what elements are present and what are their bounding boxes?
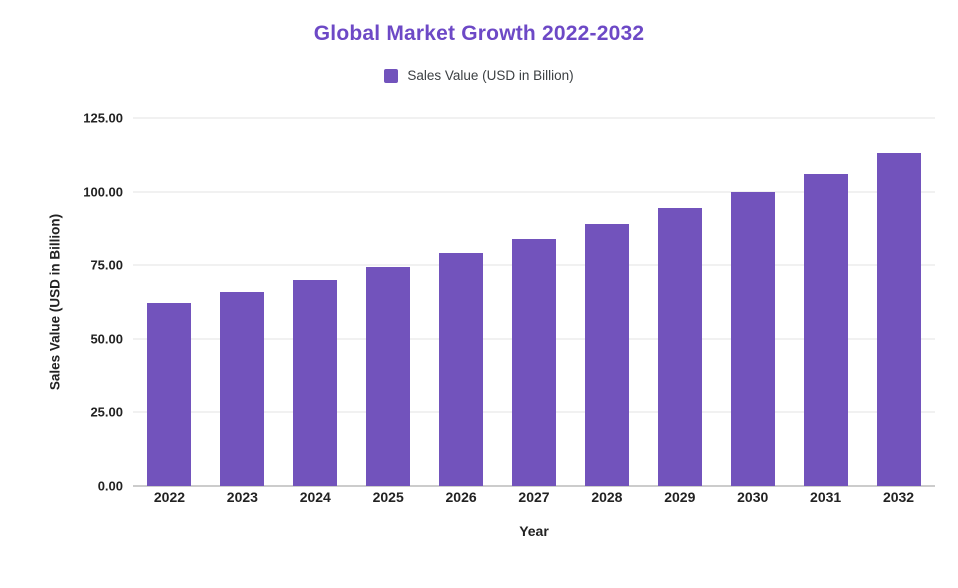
bar-cell bbox=[716, 118, 789, 486]
y-axis-title: Sales Value (USD in Billion) bbox=[47, 213, 63, 391]
bar-cell bbox=[133, 118, 206, 486]
bar-2022 bbox=[147, 303, 192, 486]
x-axis-title: Year bbox=[519, 523, 549, 539]
bar-cell bbox=[279, 118, 352, 486]
x-tick-label: 2025 bbox=[372, 489, 404, 505]
bar-2031 bbox=[803, 173, 848, 486]
bar-cell bbox=[425, 118, 498, 486]
bar-cell bbox=[862, 118, 935, 486]
chart-title: Global Market Growth 2022-2032 bbox=[313, 22, 645, 45]
legend-swatch-icon bbox=[384, 68, 399, 83]
bar-cell bbox=[643, 118, 716, 486]
y-tick-label: 75.00 bbox=[90, 257, 123, 273]
bar-cell bbox=[570, 118, 643, 486]
plot-area: 0.00 25.00 50.00 75.00 100.00 125.00 bbox=[83, 111, 935, 494]
bar-cell bbox=[206, 118, 279, 486]
x-tick-label: 2032 bbox=[882, 489, 915, 505]
bar-series bbox=[133, 118, 935, 486]
legend: Sales Value (USD in Billion) bbox=[0, 68, 958, 83]
x-tick-label: 2027 bbox=[518, 489, 550, 505]
x-tick-label: 2028 bbox=[591, 489, 623, 505]
gridline bbox=[133, 191, 935, 193]
x-tick-label: 2029 bbox=[664, 489, 696, 505]
x-axis-ticks: 2022 2023 2024 2025 2026 2027 2028 2029 2030 2031… bbox=[133, 489, 935, 505]
x-tick-label: 2031 bbox=[810, 489, 842, 505]
y-tick-label: 0.00 bbox=[97, 478, 123, 494]
gridline bbox=[133, 117, 935, 119]
bar-2029 bbox=[657, 207, 702, 486]
bar-2024 bbox=[293, 279, 338, 486]
bar-cell bbox=[352, 118, 425, 486]
x-tick-label: 2023 bbox=[226, 489, 258, 505]
x-tick-label: 2030 bbox=[737, 489, 769, 505]
bar-2023 bbox=[220, 291, 265, 486]
x-axis-baseline bbox=[133, 485, 935, 487]
bar-2026 bbox=[439, 253, 484, 486]
y-tick-label: 125.00 bbox=[83, 110, 123, 126]
bar-cell bbox=[789, 118, 862, 486]
x-tick-label: 2022 bbox=[153, 489, 186, 505]
x-tick-label: 2024 bbox=[299, 489, 331, 505]
bar-2027 bbox=[511, 238, 556, 486]
bar-2030 bbox=[730, 191, 775, 486]
y-tick-label: 100.00 bbox=[83, 184, 123, 200]
y-tick-label: 25.00 bbox=[90, 404, 123, 420]
bar-2032 bbox=[876, 153, 921, 486]
y-tick-label: 50.00 bbox=[90, 331, 123, 347]
bar-2028 bbox=[584, 223, 629, 486]
legend-label: Sales Value (USD in Billion) bbox=[407, 68, 574, 83]
x-tick-label: 2026 bbox=[445, 489, 477, 505]
bar-cell bbox=[498, 118, 571, 486]
bar-2025 bbox=[366, 266, 411, 486]
